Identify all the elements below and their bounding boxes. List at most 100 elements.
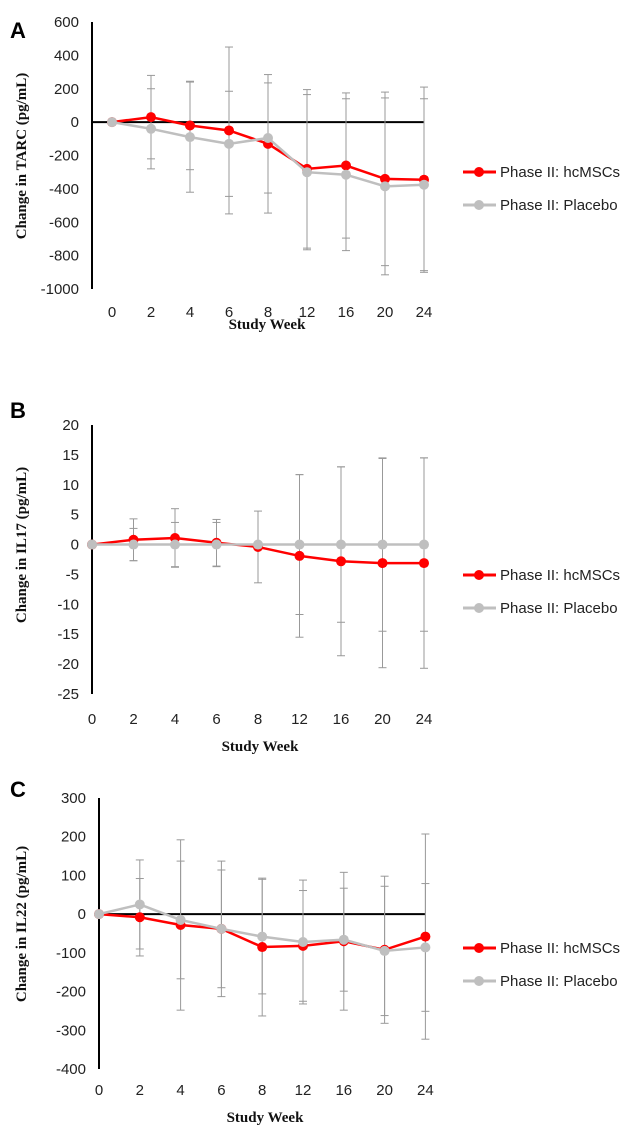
x-tick-label-c: 8 (258, 1082, 266, 1099)
legend-marker-placebo-c (474, 976, 484, 986)
panel-b: B Change in IL17 (pg/mL) Study Week 2015… (10, 398, 620, 755)
x-tick-label-b: 20 (374, 711, 391, 728)
y-tick-label-c: 300 (61, 790, 86, 807)
data-point-placebo-a (263, 132, 273, 143)
x-tick-label-b: 6 (212, 711, 220, 728)
y-tick-label-a: 400 (54, 47, 79, 64)
legend-label-placebo-b: Phase II: Placebo (500, 600, 618, 617)
legend-item-hcmscs-c: Phase II: hcMSCs (463, 940, 620, 957)
y-tick-label-b: 5 (71, 507, 79, 524)
y-tick-label-b: 10 (62, 477, 79, 494)
legend-label-hcmscs-b: Phase II: hcMSCs (500, 567, 620, 584)
data-point-hcmscs-c (134, 912, 145, 923)
data-point-placebo-c (175, 914, 186, 925)
x-tick-label-b: 16 (333, 711, 350, 728)
data-point-hcmscs-a (224, 125, 234, 136)
x-tick-label-c: 0 (95, 1082, 103, 1099)
data-point-placebo-b (294, 539, 305, 550)
data-point-placebo-a (107, 117, 117, 128)
legend-item-hcmscs-b: Phase II: hcMSCs (463, 567, 620, 584)
y-tick-label-b: -15 (57, 626, 79, 643)
x-tick-label-c: 4 (176, 1082, 184, 1099)
data-point-placebo-c (338, 934, 349, 945)
legend-item-placebo-a: Phase II: Placebo (463, 197, 618, 214)
legend-label-hcmscs-a: Phase II: hcMSCs (500, 164, 620, 181)
panel-label-c: C (10, 777, 26, 802)
legend-label-hcmscs-c: Phase II: hcMSCs (500, 940, 620, 957)
data-point-hcmscs-a (185, 120, 195, 131)
data-point-placebo-c (257, 931, 268, 942)
y-tick-label-b: 20 (62, 417, 79, 434)
y-tick-label-b: 15 (62, 447, 79, 464)
legend-b: Phase II: hcMSCs Phase II: Placebo (463, 567, 620, 617)
y-tick-label-a: 600 (54, 14, 79, 31)
x-tick-label-c: 20 (376, 1082, 393, 1099)
y-tick-label-a: -800 (49, 248, 79, 265)
y-tick-label-a: -1000 (41, 281, 79, 298)
data-point-placebo-b (87, 539, 97, 550)
y-tick-label-c: 0 (78, 906, 86, 923)
x-tick-label-b: 2 (129, 711, 137, 728)
y-tick-label-b: -25 (57, 686, 79, 703)
data-point-placebo-c (134, 899, 145, 910)
panel-label-b: B (10, 398, 26, 423)
x-tick-label-a: 6 (225, 304, 233, 321)
panel-c: C Change in IL22 (pg/mL) Study Week 300 2… (10, 777, 620, 1126)
data-point-placebo-c (94, 909, 104, 920)
data-point-placebo-c (420, 942, 431, 953)
data-point-placebo-b (377, 539, 388, 550)
x-tick-label-a: 0 (108, 304, 116, 321)
x-tick-label-a: 16 (338, 304, 355, 321)
data-point-placebo-a (185, 132, 195, 143)
panel-a: A Change in TARC (pg/mL) Study Week 6004… (10, 14, 620, 333)
data-point-placebo-c (379, 945, 390, 956)
x-tick-label-b: 24 (416, 711, 433, 728)
y-tick-label-b: 0 (71, 537, 79, 554)
data-point-hcmscs-a (146, 112, 156, 123)
data-point-placebo-a (341, 169, 351, 180)
data-point-placebo-c (298, 937, 308, 948)
data-point-hcmscs-b (419, 558, 429, 569)
data-point-placebo-a (302, 167, 312, 178)
data-point-hcmscs-b (336, 556, 346, 567)
y-tick-label-c: -100 (56, 945, 86, 962)
x-tick-label-c: 6 (217, 1082, 225, 1099)
x-tick-label-c: 24 (417, 1082, 434, 1099)
data-point-placebo-a (380, 181, 390, 192)
x-tick-label-b: 4 (171, 711, 179, 728)
x-tick-label-c: 2 (136, 1082, 144, 1099)
legend-item-hcmscs-a: Phase II: hcMSCs (463, 164, 620, 181)
data-point-placebo-b (419, 539, 429, 550)
data-point-placebo-b (336, 539, 346, 550)
data-point-hcmscs-b (377, 558, 388, 569)
x-tick-label-c: 16 (335, 1082, 352, 1099)
y-tick-label-c: -200 (56, 984, 86, 1001)
legend-label-placebo-a: Phase II: Placebo (500, 197, 618, 214)
x-tick-label-c: 12 (295, 1082, 312, 1099)
y-tick-label-a: 200 (54, 81, 79, 98)
y-tick-label-b: -5 (66, 566, 79, 583)
x-tick-label-a: 4 (186, 304, 194, 321)
data-point-placebo-a (224, 138, 234, 149)
legend-item-placebo-c: Phase II: Placebo (463, 973, 618, 990)
panel-label-a: A (10, 18, 26, 43)
x-tick-label-b: 8 (254, 711, 262, 728)
data-point-placebo-b (128, 539, 139, 550)
y-axis-title-b: Change in IL17 (pg/mL) (14, 467, 30, 623)
data-point-placebo-b (253, 539, 263, 550)
y-tick-label-a: 0 (71, 114, 79, 131)
y-tick-label-b: -20 (57, 656, 79, 673)
y-tick-label-a: -200 (49, 148, 79, 165)
legend-marker-hcmscs-a (474, 167, 484, 177)
y-tick-label-a: -600 (49, 214, 79, 231)
y-axis-title-c: Change in IL22 (pg/mL) (14, 846, 30, 1002)
data-point-placebo-c (216, 923, 227, 934)
legend-label-placebo-c: Phase II: Placebo (500, 973, 618, 990)
y-tick-label-c: -400 (56, 1061, 86, 1078)
x-tick-label-a: 2 (147, 304, 155, 321)
x-tick-label-a: 20 (377, 304, 394, 321)
